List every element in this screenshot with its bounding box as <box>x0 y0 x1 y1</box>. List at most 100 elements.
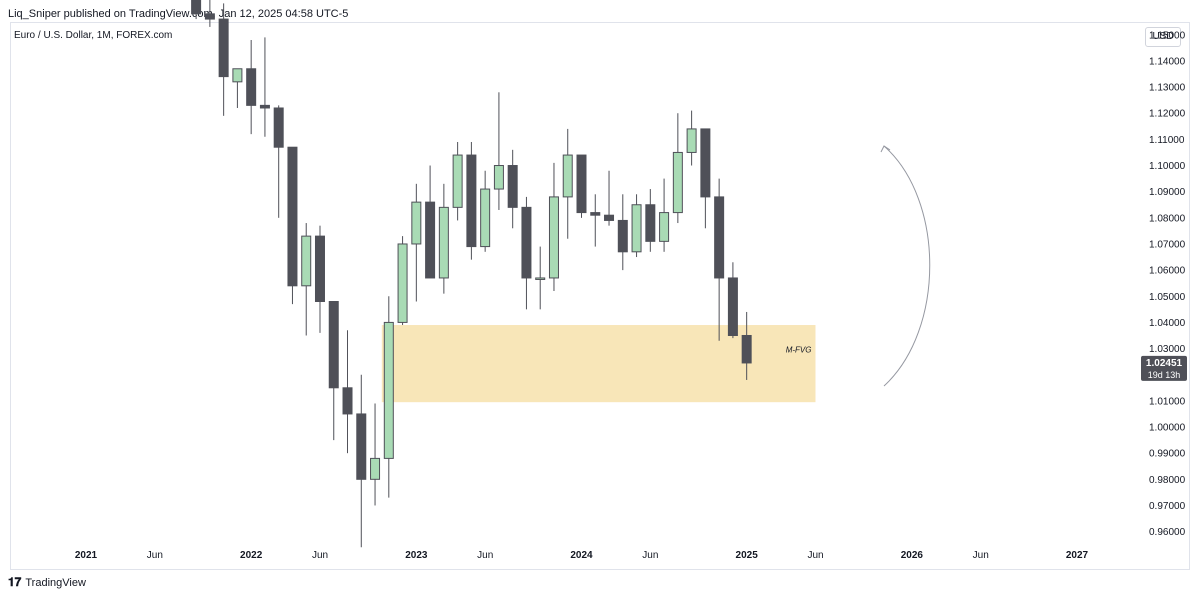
tradingview-logo-icon: 𝟏𝟕 <box>8 575 22 589</box>
x-tick-label: 2027 <box>1066 550 1089 561</box>
y-tick-label: 1.01000 <box>1149 396 1186 407</box>
candle-body-up <box>659 212 670 242</box>
candle-body-down <box>259 104 270 109</box>
y-tick-label: 0.97000 <box>1149 501 1186 512</box>
candle <box>259 37 270 137</box>
candle <box>232 68 243 108</box>
candle-body-down <box>604 214 615 221</box>
candle-body-up <box>535 277 546 280</box>
x-tick-label: 2022 <box>240 550 263 561</box>
candle <box>672 113 683 224</box>
chart-frame <box>10 22 1190 570</box>
candle <box>411 183 422 302</box>
y-tick-label: 1.07000 <box>1149 239 1186 250</box>
bar-countdown: 19d 13h <box>1148 370 1181 380</box>
last-price-value: 1.02451 <box>1146 358 1183 369</box>
x-tick-label: 2024 <box>570 550 593 561</box>
candle <box>700 128 711 229</box>
candle-body-down <box>700 128 711 198</box>
y-tick-label: 1.15000 <box>1149 30 1186 41</box>
candle <box>342 330 353 454</box>
candle-body-down <box>727 277 738 336</box>
x-tick-label: 2025 <box>736 550 759 561</box>
time-axis: 2021 Jun 2022 Jun 2023 Jun 2024 Jun 2025 Jun 2026 J… <box>75 550 1089 561</box>
candle <box>273 105 284 218</box>
candle <box>507 149 518 229</box>
candle <box>741 311 752 380</box>
x-tick-label: Jun <box>477 550 493 561</box>
currency-button[interactable]: USD <box>1145 27 1181 47</box>
candle-body-up <box>370 457 381 480</box>
candle <box>548 162 559 292</box>
candle <box>425 165 436 279</box>
candle <box>452 141 463 221</box>
candle-body-up <box>562 154 573 198</box>
candle-body-down <box>576 154 587 214</box>
candle <box>617 194 628 271</box>
candle-body-down <box>314 235 325 302</box>
candle-body-down <box>218 18 229 78</box>
candle <box>631 194 642 258</box>
candle-body-down <box>356 413 367 480</box>
candle-body-up <box>301 235 312 287</box>
candle <box>686 110 697 166</box>
y-tick-label: 0.99000 <box>1149 449 1186 460</box>
x-tick-label: Jun <box>147 550 163 561</box>
candle-body-down <box>191 0 202 15</box>
candle <box>397 236 408 326</box>
candle <box>659 178 670 252</box>
y-tick-label: 1.10000 <box>1149 161 1186 172</box>
candles-layer <box>191 0 752 548</box>
candle-body-down <box>714 196 725 279</box>
y-tick-label: 1.00000 <box>1149 423 1186 434</box>
y-tick-label: 1.13000 <box>1149 83 1186 94</box>
fvg-zone-label: M-FVG <box>786 345 812 354</box>
candle <box>383 296 394 498</box>
candle <box>438 183 449 294</box>
tradingview-brand[interactable]: TradingView <box>25 576 86 589</box>
symbol-legend: Euro / U.S. Dollar, 1M, FOREX.com <box>14 30 173 41</box>
y-tick-label: 1.11000 <box>1149 135 1185 146</box>
candle <box>356 374 367 548</box>
publish-info: Liq_Sniper published on TradingView.com,… <box>8 8 349 20</box>
candle <box>246 39 257 135</box>
arrow-head-icon <box>880 145 891 153</box>
candle <box>301 223 312 336</box>
candle-body-up <box>493 165 504 190</box>
candle-body-down <box>466 154 477 248</box>
y-tick-label: 1.12000 <box>1149 109 1186 120</box>
candle-body-down <box>590 212 601 216</box>
price-axis: 1.15000 1.14000 1.13000 1.12000 1.11000 1.100… <box>1149 30 1186 538</box>
y-tick-label: 0.96000 <box>1149 527 1186 538</box>
candle <box>218 3 229 116</box>
candle-body-down <box>287 146 298 287</box>
candle <box>576 154 587 218</box>
x-tick-label: Jun <box>973 550 989 561</box>
candle-body-down <box>521 206 532 279</box>
y-tick-label: 1.14000 <box>1149 56 1186 67</box>
candle-body-up <box>631 204 642 253</box>
candle <box>535 246 546 310</box>
candle-body-up <box>548 196 559 279</box>
candle <box>287 146 298 305</box>
candle <box>714 178 725 341</box>
candle-body-up <box>672 151 683 214</box>
candle <box>466 141 477 260</box>
candle <box>480 170 491 252</box>
candle-body-down <box>507 165 518 208</box>
candle-body-down <box>342 387 353 415</box>
candle-body-down <box>425 201 436 279</box>
x-tick-label: 2021 <box>75 550 98 561</box>
candle <box>727 262 738 339</box>
candle <box>562 128 573 239</box>
candle-body-down <box>204 13 215 20</box>
x-tick-label: Jun <box>807 550 823 561</box>
candle <box>604 170 615 226</box>
candle <box>493 92 504 210</box>
candle-body-up <box>452 154 463 208</box>
candle-body-up <box>383 321 394 459</box>
x-tick-label: 2026 <box>901 550 924 561</box>
candle <box>645 189 656 252</box>
